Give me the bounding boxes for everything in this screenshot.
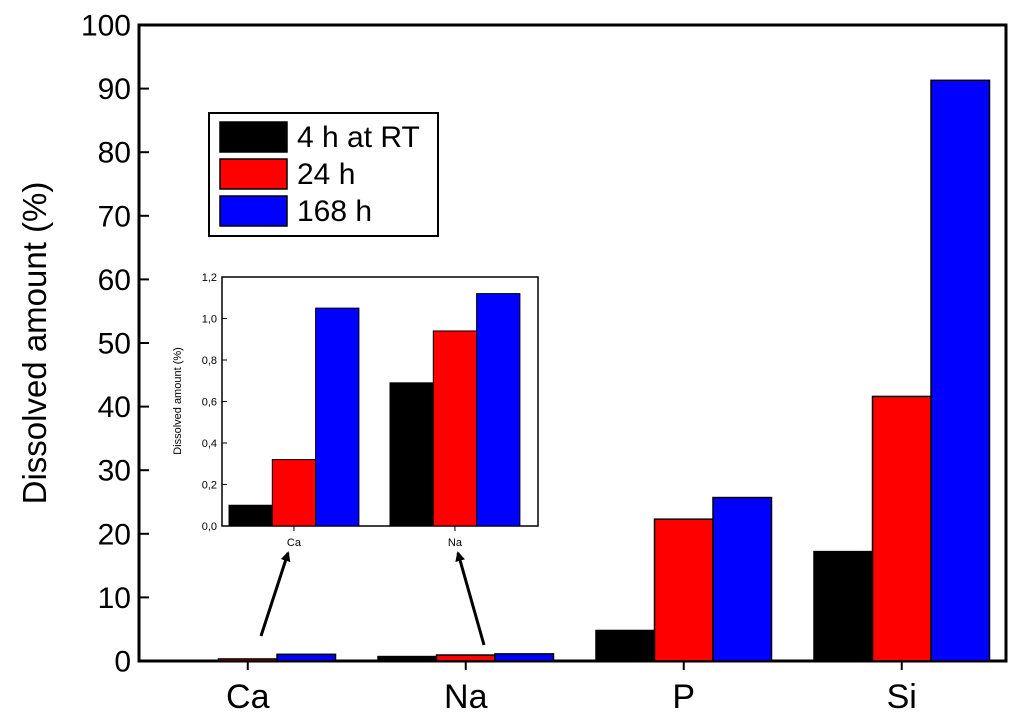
arrow-ca [259,551,291,637]
y-tick-label: 10 [98,582,131,615]
x-tick-label-ca: Ca [226,678,270,716]
x-tick-label-si: Si [887,678,917,716]
x-tick-label-ca: Ca [287,537,302,549]
main-y-axis-label: Dissolved amount (%) [16,182,53,505]
y-tick-label: 0,0 [202,521,217,533]
legend: 4 h at RT 24 h 168 h [208,112,439,237]
inset-y-axis: 0,0 0,2 0,4 0,6 0,8 1,0 1,2 [202,272,227,533]
legend-swatch [219,195,288,227]
inset-y-axis-label: Dissolved amount (%) [172,347,184,455]
bar-si-s0 [813,550,874,662]
bar-si-s1 [871,395,932,662]
y-tick-label: 50 [98,328,131,361]
arrow-na [455,551,486,646]
y-tick-label: 1,2 [202,272,217,284]
bar-p-s1 [653,518,714,662]
legend-label: 24 h [297,158,355,191]
y-tick-label: 100 [81,10,131,43]
bar-ca-s2 [315,307,360,527]
x-tick-label-na: Na [448,537,463,549]
inset-bars [228,293,521,527]
legend-label: 168 h [297,195,372,228]
bar-ca-s1 [217,658,278,662]
y-tick-label: 60 [98,264,131,297]
bar-na-s1 [432,330,478,527]
bar-na-s1 [435,654,496,662]
y-tick-label: 0,4 [202,438,217,450]
y-tick-label: 0 [114,646,131,679]
legend-label: 4 h at RT [297,121,420,154]
x-tick-label-na: Na [444,678,488,716]
y-tick-label: 30 [98,455,131,488]
bar-na-s2 [476,293,521,527]
bar-na-s0 [377,655,438,662]
main-plot: 0 10 20 30 40 50 60 70 80 90 100 Ca Na P Si Dissolved… [16,10,1008,716]
y-tick-label: 20 [98,518,131,551]
main-y-axis: 0 10 20 30 40 50 60 70 80 90 100 [81,10,149,679]
y-tick-label: 70 [98,200,131,233]
y-tick-label: 0,6 [202,396,217,408]
bar-na-s0 [389,382,434,527]
inset-x-axis: Ca Na [287,526,463,549]
legend-swatch [219,158,288,190]
x-tick-label-p: P [672,678,695,716]
bar-p-s0 [595,629,656,662]
bar-ca-s0 [159,659,220,662]
inset-plot: 0,0 0,2 0,4 0,6 0,8 1,0 1,2 Ca Na Dissolved amo… [172,272,539,549]
y-tick-label: 40 [98,391,131,424]
bar-ca-s1 [271,459,317,527]
bar-ca-s2 [276,653,337,662]
y-tick-label: 90 [98,73,131,106]
y-tick-label: 1,0 [202,313,217,325]
legend-swatch [219,121,288,153]
bar-p-s2 [712,496,773,662]
bar-ca-s0 [228,504,273,527]
y-tick-label: 0,2 [202,479,217,491]
y-tick-label: 0,8 [202,355,217,367]
y-tick-label: 80 [98,137,131,170]
bar-si-s2 [930,79,991,662]
bar-na-s2 [494,653,555,662]
main-x-axis: Ca Na P Si [226,661,917,716]
